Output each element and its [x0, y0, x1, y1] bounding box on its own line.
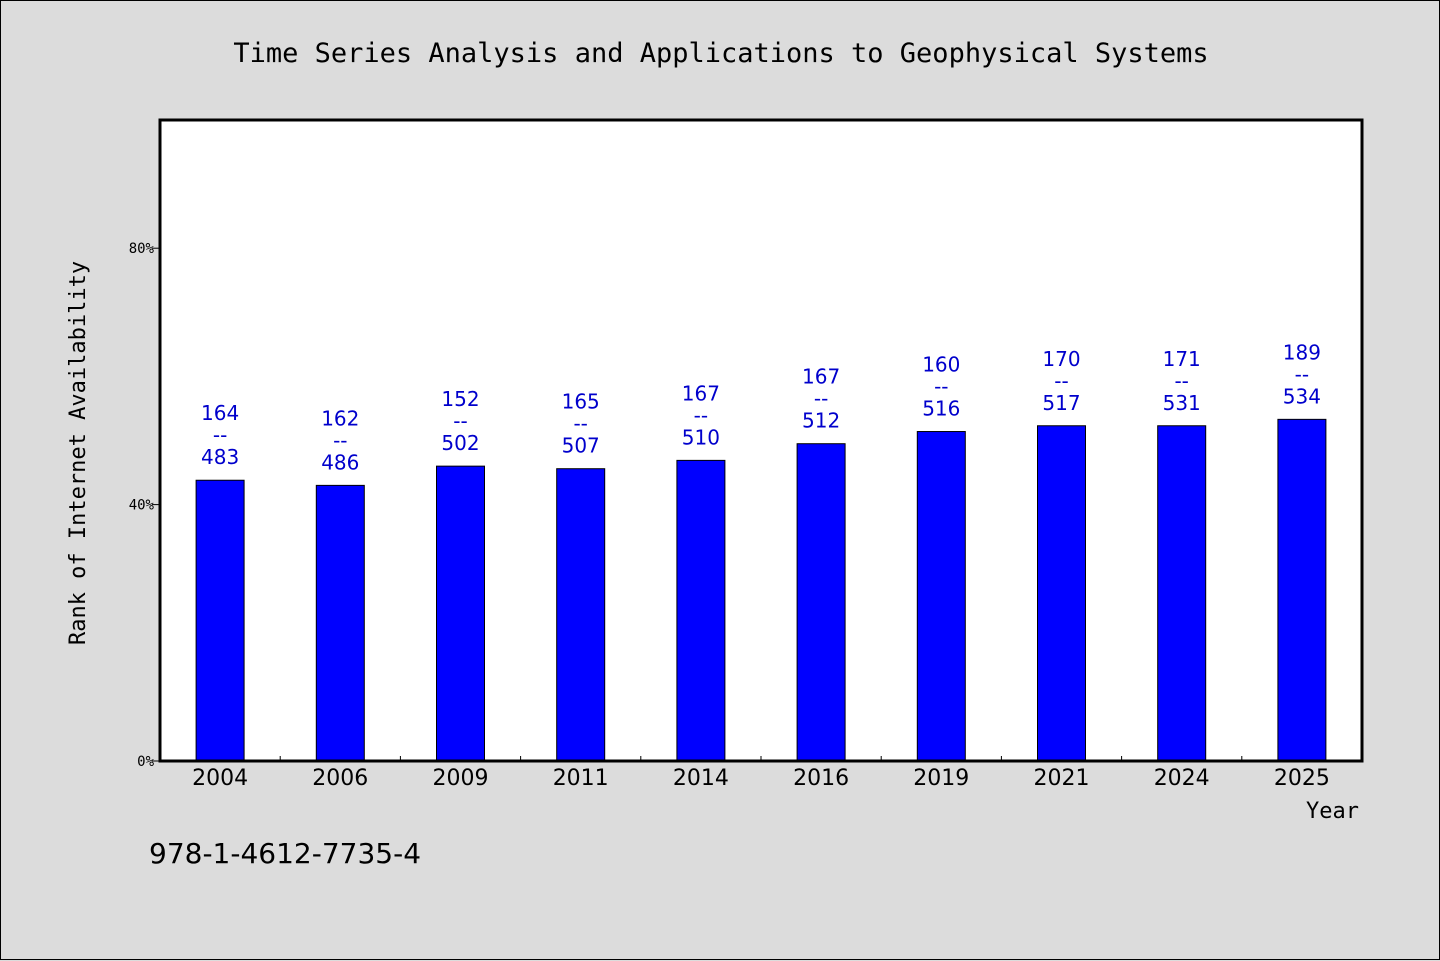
y-tick-label-0pct: 0%: [137, 754, 154, 770]
data-label-2025-line-3: 534: [1283, 384, 1321, 408]
x-tick-label-2009: 2009: [433, 766, 489, 791]
data-label-2016-line-3: 512: [802, 409, 840, 433]
data-label-2021-line-1: 170: [1042, 347, 1080, 371]
x-tick-label-2011: 2011: [553, 766, 609, 791]
data-label-2006-line-3: 486: [321, 450, 359, 474]
x-tick-label-2021: 2021: [1034, 766, 1090, 791]
x-tick-label-2006: 2006: [312, 766, 368, 791]
data-label-2006-line-2: --: [333, 428, 347, 452]
data-label-2004-line-2: --: [213, 423, 227, 447]
bar-2021: [1037, 425, 1086, 762]
bar-2006: [315, 484, 365, 762]
data-label-2011-line-2: --: [573, 412, 587, 436]
y-axis-label: Rank of Internet Availability: [66, 261, 91, 645]
data-label-2024-line-3: 531: [1163, 391, 1201, 415]
data-label-2025-line-2: --: [1295, 362, 1309, 386]
data-label-2019-line-3: 516: [922, 397, 960, 421]
bar-2004: [195, 479, 245, 762]
y-tick-label-40pct: 40%: [129, 498, 155, 514]
data-label-2014-line-3: 510: [682, 425, 720, 449]
bars-layer: [195, 418, 1327, 762]
x-tick-label-2014: 2014: [673, 766, 729, 791]
bar-2016: [796, 443, 846, 762]
data-label-2004-line-1: 164: [201, 401, 239, 425]
data-label-2019-line-1: 160: [922, 353, 960, 377]
bar-2014: [676, 459, 726, 762]
data-label-2004-line-3: 483: [201, 445, 239, 469]
data-labels-layer: 164--483162--486152--502165--507167--510…: [201, 340, 1321, 474]
data-label-2016-line-1: 167: [802, 365, 840, 389]
x-axis-label: Year: [1306, 799, 1359, 824]
data-label-2024-line-1: 171: [1163, 347, 1201, 371]
data-label-2011-line-3: 507: [562, 434, 600, 458]
data-label-2009-line-3: 502: [441, 431, 479, 455]
data-label-2009-line-2: --: [453, 409, 467, 433]
data-label-2024-line-2: --: [1174, 369, 1188, 393]
chart-title: Time Series Analysis and Applications to…: [233, 38, 1208, 69]
data-label-2009-line-1: 152: [441, 387, 479, 411]
data-label-2025-line-1: 189: [1283, 340, 1321, 364]
y-axis: 0% 40% 80%: [129, 241, 160, 770]
y-tick-label-80pct: 80%: [129, 241, 155, 257]
x-tick-label-2025: 2025: [1274, 766, 1330, 791]
data-label-2014-line-1: 167: [682, 381, 720, 405]
x-axis: 2004 2006 2009 2011 2014 2016 2019 2021 2024 2025: [192, 756, 1330, 791]
isbn-text: 978-1-4612-7735-4: [149, 837, 421, 870]
bar-2024: [1157, 425, 1207, 762]
data-label-2006-line-1: 162: [321, 406, 359, 430]
data-label-2016-line-2: --: [814, 387, 828, 411]
data-label-2014-line-2: --: [694, 403, 708, 427]
x-tick-label-2024: 2024: [1154, 766, 1210, 791]
x-tick-label-2016: 2016: [793, 766, 849, 791]
data-label-2021-line-2: --: [1054, 369, 1068, 393]
bar-2019: [916, 431, 966, 762]
data-label-2019-line-2: --: [934, 375, 948, 399]
x-tick-label-2019: 2019: [913, 766, 969, 791]
x-tick-label-2004: 2004: [192, 766, 248, 791]
bar-2009: [436, 465, 485, 762]
bar-2011: [556, 468, 606, 762]
plot-border: [158, 118, 1364, 763]
bar-2025: [1277, 418, 1327, 762]
data-label-2011-line-1: 165: [562, 390, 600, 414]
data-label-2021-line-3: 517: [1042, 391, 1080, 415]
